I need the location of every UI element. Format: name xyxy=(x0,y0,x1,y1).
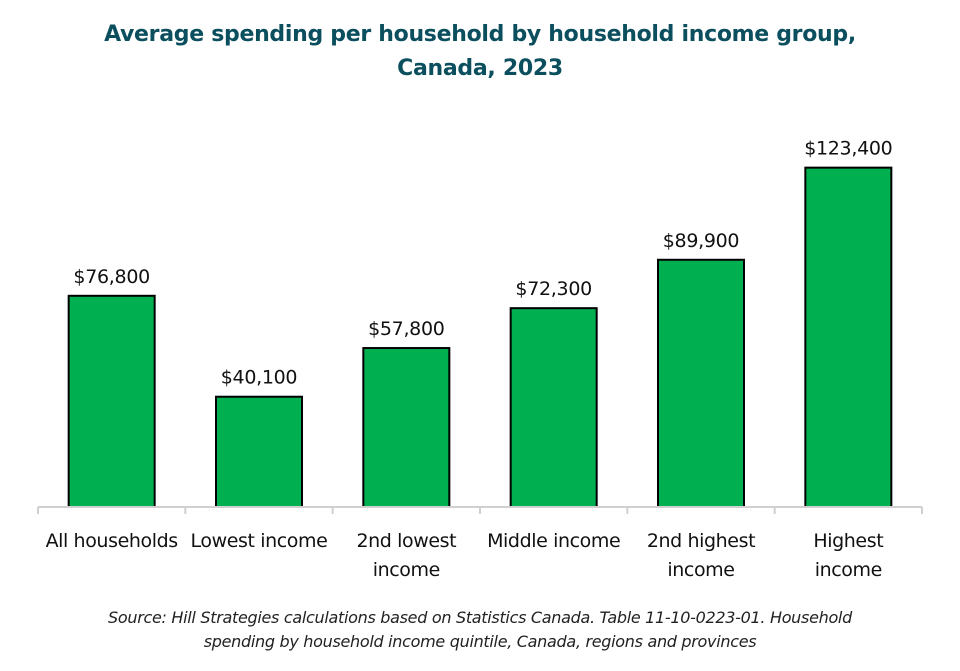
data-label: $76,800 xyxy=(73,266,149,288)
bar xyxy=(362,347,451,508)
bar xyxy=(509,307,598,508)
tick-label: income xyxy=(373,559,440,581)
tick-label: Middle income xyxy=(487,530,620,552)
bar xyxy=(804,166,893,508)
data-label: $40,100 xyxy=(221,367,297,389)
chart-title-line: Canada, 2023 xyxy=(397,56,563,81)
bar xyxy=(215,395,303,509)
source-note: Source: Hill Strategies calculations bas… xyxy=(60,606,900,654)
tick-label: income xyxy=(815,559,882,581)
chart-title-line: Average spending per household by househ… xyxy=(104,22,856,47)
source-line: spending by household income quintile, C… xyxy=(203,632,757,651)
tick-label: 2nd lowest xyxy=(356,530,456,552)
data-label: $57,800 xyxy=(368,318,444,340)
source-line: Source: Hill Strategies calculations bas… xyxy=(108,608,852,627)
bar xyxy=(67,294,156,508)
tick-label: 2nd highest xyxy=(647,530,755,552)
tick-label: Lowest income xyxy=(191,530,328,552)
tick-label: income xyxy=(667,559,734,581)
tick-label: Highest xyxy=(813,530,883,552)
data-label: $72,300 xyxy=(515,278,591,300)
bar xyxy=(657,258,745,508)
chart-title: Average spending per household by househ… xyxy=(0,18,960,86)
tick-label: All households xyxy=(46,530,178,552)
data-label: $123,400 xyxy=(804,138,892,160)
data-label: $89,900 xyxy=(663,230,739,252)
